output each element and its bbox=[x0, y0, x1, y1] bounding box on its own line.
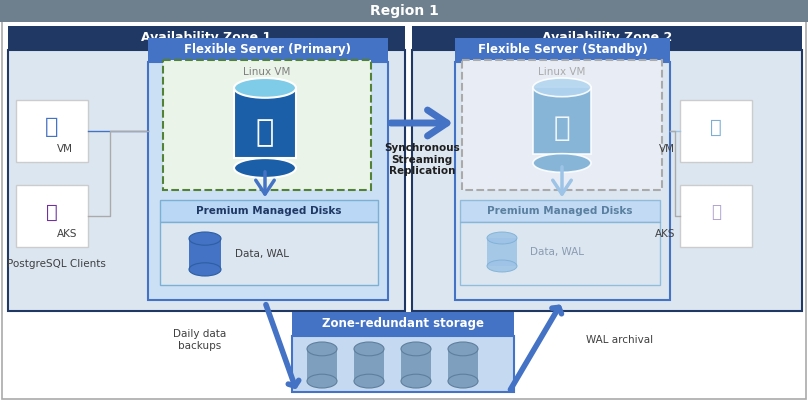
Bar bbox=[8, 26, 405, 50]
Bar bbox=[148, 38, 388, 62]
Ellipse shape bbox=[189, 232, 221, 245]
Bar bbox=[8, 50, 405, 311]
Ellipse shape bbox=[234, 78, 296, 98]
Text: Flexible Server (Standby): Flexible Server (Standby) bbox=[478, 43, 647, 57]
Text: Data, WAL: Data, WAL bbox=[530, 247, 584, 257]
Text: Linux VM: Linux VM bbox=[538, 67, 586, 77]
Bar bbox=[455, 38, 670, 62]
Text: VM: VM bbox=[659, 144, 675, 154]
Bar bbox=[292, 312, 514, 336]
Bar bbox=[292, 336, 514, 392]
Bar bbox=[455, 62, 670, 300]
Bar bbox=[412, 50, 802, 311]
Text: AKS: AKS bbox=[654, 229, 675, 239]
Text: Linux VM: Linux VM bbox=[243, 67, 291, 77]
Ellipse shape bbox=[401, 374, 431, 388]
Bar bbox=[163, 60, 371, 190]
Text: VM: VM bbox=[57, 144, 73, 154]
Bar bbox=[680, 185, 752, 247]
Text: 🐘: 🐘 bbox=[553, 114, 570, 142]
Bar bbox=[16, 185, 88, 247]
Ellipse shape bbox=[189, 263, 221, 276]
Text: 🖥: 🖥 bbox=[710, 117, 722, 136]
Ellipse shape bbox=[354, 342, 384, 356]
Text: Zone-redundant storage: Zone-redundant storage bbox=[322, 318, 484, 330]
Bar bbox=[160, 200, 378, 222]
Text: Premium Managed Disks: Premium Managed Disks bbox=[487, 206, 633, 216]
Bar bbox=[401, 349, 431, 381]
Text: Daily data
backups: Daily data backups bbox=[174, 329, 226, 351]
Text: 🗄: 🗄 bbox=[46, 203, 58, 221]
Ellipse shape bbox=[487, 260, 517, 272]
Ellipse shape bbox=[307, 374, 337, 388]
Bar bbox=[0, 0, 808, 22]
Text: Premium Managed Disks: Premium Managed Disks bbox=[196, 206, 342, 216]
Text: Region 1: Region 1 bbox=[369, 4, 439, 18]
Text: 🖥: 🖥 bbox=[45, 117, 59, 137]
Text: PostgreSQL Clients: PostgreSQL Clients bbox=[6, 259, 105, 269]
Bar bbox=[148, 62, 388, 300]
Ellipse shape bbox=[234, 158, 296, 178]
Text: AKS: AKS bbox=[57, 229, 78, 239]
Bar bbox=[448, 349, 478, 381]
Bar bbox=[160, 222, 378, 285]
Ellipse shape bbox=[533, 78, 591, 97]
Text: Data, WAL: Data, WAL bbox=[235, 249, 289, 259]
Text: Availability Zone 1: Availability Zone 1 bbox=[141, 32, 271, 45]
Bar bbox=[307, 349, 337, 381]
Bar bbox=[462, 60, 662, 190]
Bar bbox=[354, 349, 384, 381]
Bar bbox=[680, 100, 752, 162]
Text: Synchronous
Streaming
Replication: Synchronous Streaming Replication bbox=[384, 143, 460, 176]
Ellipse shape bbox=[448, 374, 478, 388]
Bar bbox=[412, 26, 802, 50]
Bar bbox=[234, 88, 296, 158]
Bar bbox=[189, 239, 221, 269]
Bar bbox=[460, 222, 660, 285]
Ellipse shape bbox=[307, 342, 337, 356]
Bar bbox=[460, 200, 660, 222]
Bar bbox=[16, 100, 88, 162]
Bar bbox=[533, 87, 591, 154]
Text: Flexible Server (Primary): Flexible Server (Primary) bbox=[184, 43, 351, 57]
Ellipse shape bbox=[487, 232, 517, 244]
Text: Availability Zone 2: Availability Zone 2 bbox=[542, 32, 672, 45]
Text: 🗄: 🗄 bbox=[711, 203, 721, 221]
Ellipse shape bbox=[354, 374, 384, 388]
Ellipse shape bbox=[533, 154, 591, 172]
Ellipse shape bbox=[448, 342, 478, 356]
Bar bbox=[487, 238, 517, 266]
Text: 🐘: 🐘 bbox=[256, 119, 274, 148]
Text: WAL archival: WAL archival bbox=[587, 335, 654, 345]
Ellipse shape bbox=[401, 342, 431, 356]
